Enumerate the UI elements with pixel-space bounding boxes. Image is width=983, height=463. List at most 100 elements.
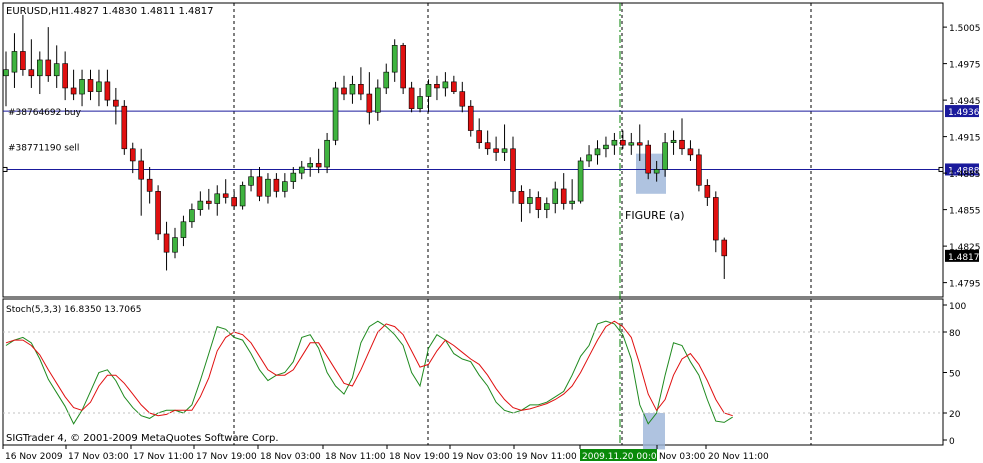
price-panel[interactable] xyxy=(2,2,944,298)
bull-candle xyxy=(611,139,618,146)
time-tick-label: 18 Nov 03:00 xyxy=(260,452,321,462)
stoch-tick-label: 80 xyxy=(949,329,961,339)
bull-candle xyxy=(543,203,550,210)
stoch-axis: 100 80 50 20 0 xyxy=(3,302,966,447)
bull-candle xyxy=(603,144,609,150)
bear-candle xyxy=(138,160,144,180)
order-label: #38771190 sell xyxy=(8,143,79,153)
bear-candle xyxy=(256,176,263,197)
candlesticks xyxy=(3,14,728,279)
time-axis: 16 Nov 2009 17 Nov 03:00 17 Nov 11:00 17 No… xyxy=(2,445,769,462)
stoch-tick-label: 50 xyxy=(949,370,961,380)
bear-candle xyxy=(434,84,440,89)
price-tick-label: 1.4915 xyxy=(949,134,981,144)
bull-candle xyxy=(383,71,390,89)
bear-candle xyxy=(636,142,643,146)
bull-candle xyxy=(53,63,60,77)
bear-candle xyxy=(484,142,491,150)
bull-candle xyxy=(290,172,297,182)
bear-candle xyxy=(231,197,237,207)
bear-candle xyxy=(62,63,68,89)
bear-candle xyxy=(620,139,626,146)
order-handle[interactable] xyxy=(2,166,8,172)
bull-candle xyxy=(172,237,178,253)
price-tick-label: 1.5005 xyxy=(949,24,981,34)
bear-candle xyxy=(721,239,728,257)
bull-candle xyxy=(653,169,660,174)
bear-candle xyxy=(476,130,483,144)
bear-candle xyxy=(87,79,94,92)
bear-candle xyxy=(315,163,322,168)
time-tick-label: 20 Nov 11:00 xyxy=(708,452,769,462)
bull-candle xyxy=(214,193,221,204)
bull-candle xyxy=(36,59,43,77)
time-tick-label: Nov 03:00 xyxy=(659,452,706,462)
time-tick-label: 17 Nov 11:00 xyxy=(133,452,194,462)
stochastic-lines xyxy=(5,320,733,425)
bear-candle xyxy=(712,197,719,241)
bull-candle xyxy=(586,154,592,162)
bull-candle xyxy=(180,221,187,238)
bear-candle xyxy=(163,233,170,253)
bear-candle xyxy=(113,99,119,107)
stoch-pattern-box xyxy=(643,413,665,450)
bull-candle xyxy=(552,188,559,204)
stoch-tick-label: 0 xyxy=(949,437,955,447)
bull-candle xyxy=(577,160,584,202)
bear-candle xyxy=(146,178,153,192)
order-handle[interactable] xyxy=(938,166,944,172)
symbol-label: EURUSD,H1 xyxy=(6,6,65,17)
bear-candle xyxy=(400,45,406,89)
stoch-panel[interactable] xyxy=(2,298,944,446)
bear-candle xyxy=(104,81,111,101)
bear-candle xyxy=(518,191,525,204)
bear-candle xyxy=(467,105,474,131)
bull-candle xyxy=(265,178,271,197)
bear-candle xyxy=(222,193,229,198)
price-axis: 1.5005 1.4975 1.4945 1.4915 1.4885 1.4855 1.48… xyxy=(943,24,981,290)
bull-candle xyxy=(594,148,601,156)
price-tick-label: 1.4825 xyxy=(949,243,981,253)
time-tick-label: 19 Nov 11:00 xyxy=(516,452,577,462)
time-tick-label: 2009.11.20 00:00 xyxy=(582,452,663,462)
current-price-label: 1.4817 xyxy=(948,253,980,263)
bear-candle xyxy=(273,178,280,192)
bull-candle xyxy=(307,163,314,168)
bull-candle xyxy=(298,166,305,174)
price-tick-label: 1.4795 xyxy=(949,280,981,290)
time-tick-label: 18 Nov 19:00 xyxy=(389,452,450,462)
bear-candle xyxy=(510,148,516,192)
bear-candle xyxy=(20,51,26,71)
bear-candle xyxy=(459,91,466,107)
bull-candle xyxy=(527,197,533,204)
price-tick-label: 1.4945 xyxy=(949,97,981,107)
time-tick-label: 17 Nov 19:00 xyxy=(196,452,257,462)
bear-candle xyxy=(645,144,652,174)
bull-candle xyxy=(670,139,677,143)
bull-candle xyxy=(501,148,508,153)
bear-candle xyxy=(366,93,373,113)
stoch-indicator-label: Stoch(5,3,3) 16.8350 13.7065 xyxy=(6,305,141,315)
bull-candle xyxy=(391,45,398,73)
order-price-label: 1.4936 xyxy=(948,108,980,118)
bull-candle xyxy=(628,142,635,146)
order-price-badge xyxy=(945,163,979,176)
order-price-label: 1.4888 xyxy=(948,166,980,176)
figure-annotation: FIGURE (a) xyxy=(625,209,685,222)
bull-candle xyxy=(96,81,102,92)
bull-candle xyxy=(442,81,449,89)
bear-candle xyxy=(45,59,52,77)
bull-candle xyxy=(417,96,423,109)
bear-candle xyxy=(28,69,35,77)
bull-candle xyxy=(569,200,575,204)
stoch-signal-line xyxy=(5,320,733,417)
stoch-tick-label: 100 xyxy=(949,302,966,312)
bear-candle xyxy=(535,197,542,210)
bear-candle xyxy=(560,188,567,204)
bear-candle xyxy=(206,200,212,204)
price-tick-label: 1.4975 xyxy=(949,61,981,71)
bull-candle xyxy=(374,87,381,113)
order-label: #38764692 buy xyxy=(8,108,82,118)
time-tick-label: 19 Nov 03:00 xyxy=(452,452,513,462)
